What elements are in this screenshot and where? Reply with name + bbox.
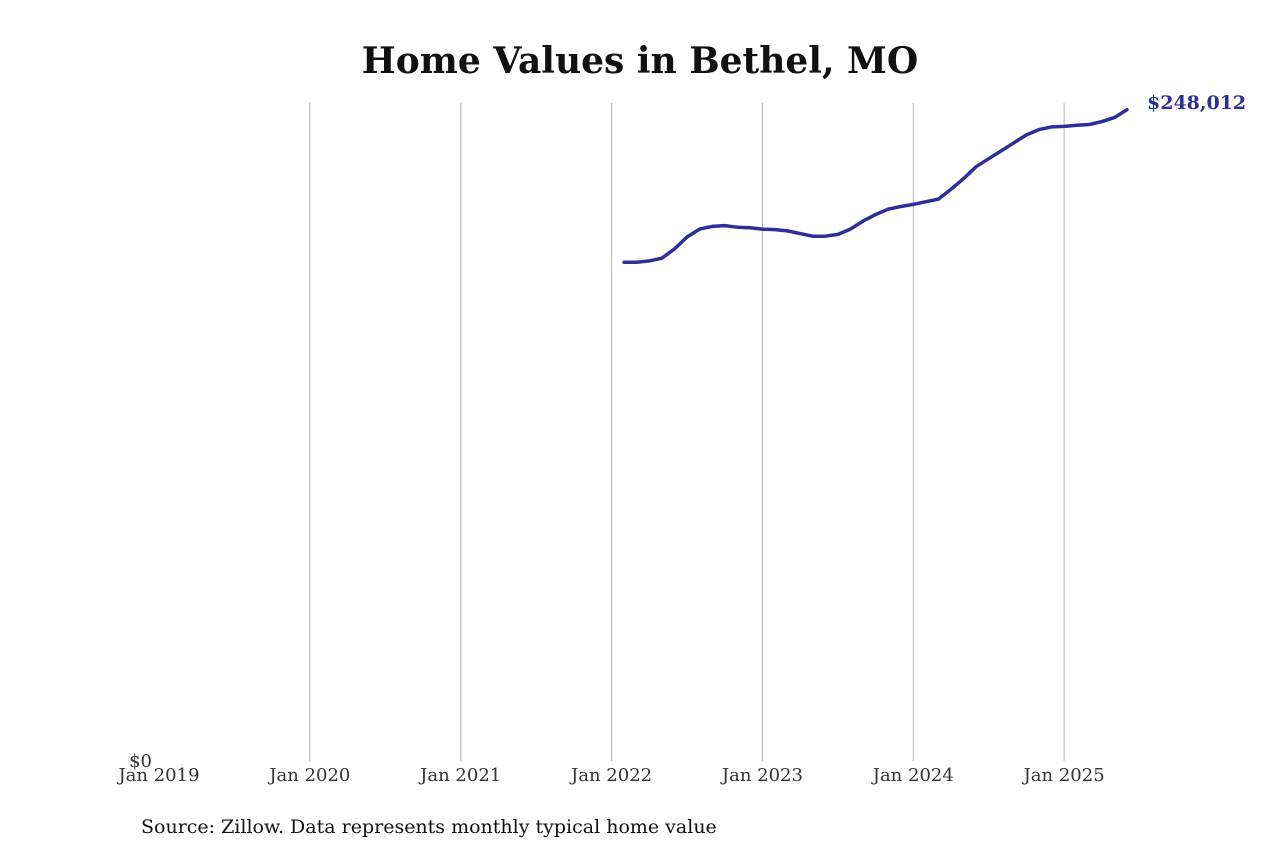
source-note: Source: Zillow. Data represents monthly …	[141, 816, 717, 838]
x-tick-label: Jan 2020	[267, 765, 350, 786]
x-tick-label: Jan 2023	[720, 765, 803, 786]
end-value-label: $248,012	[1147, 92, 1246, 114]
chart-title: Home Values in Bethel, MO	[361, 40, 919, 82]
series-line	[622, 107, 1129, 264]
x-tick-label: Jan 2019	[116, 765, 199, 786]
x-tick-label: Jan 2021	[418, 765, 501, 786]
y-axis-ticks: $0	[129, 751, 152, 772]
series-layer	[622, 107, 1129, 264]
y-tick-label: $0	[129, 751, 152, 772]
end-label-layer: $248,012	[1147, 92, 1246, 114]
x-tick-label: Jan 2024	[871, 765, 954, 786]
x-tick-label: Jan 2025	[1022, 765, 1105, 786]
gridlines	[309, 103, 1065, 761]
x-tick-label: Jan 2022	[569, 765, 652, 786]
x-axis-ticks: Jan 2019 Jan 2020 Jan 2021 Jan 2022 Jan 2023…	[116, 765, 1104, 786]
